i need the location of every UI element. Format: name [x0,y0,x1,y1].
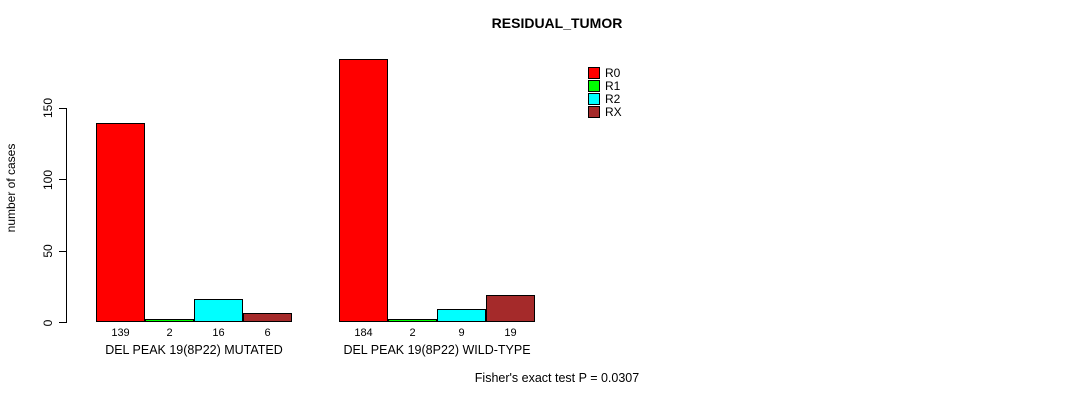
legend-swatch-r2 [588,92,600,105]
y-tick-label: 50 [41,244,55,258]
legend-row-r1: R1 [588,78,622,93]
bar-value-label: 16 [212,327,225,339]
legend-swatch-r0 [588,66,600,79]
bar-value-label: 139 [111,327,130,339]
legend-swatch-rx [588,105,600,118]
bar-r1-group2 [388,319,437,322]
bar-r2-group1 [194,299,243,322]
bar-r1-group1 [145,319,194,322]
legend-label-r0: R0 [605,65,621,80]
bar-value-label: 19 [504,327,517,339]
y-tick-mark [59,322,66,323]
bar-value-label: 184 [354,327,373,339]
category-label: DEL PEAK 19(8P22) MUTATED [105,343,283,357]
legend-row-r0: R0 [588,65,622,80]
category-label: DEL PEAK 19(8P22) WILD-TYPE [343,343,531,357]
legend-row-rx: RX [588,104,622,119]
bar-r0-group1 [96,123,145,322]
y-axis-line [66,107,67,323]
chart-title: RESIDUAL_TUMOR [491,15,623,31]
bar-r0-group2 [339,58,388,322]
legend-label-r1: R1 [605,78,621,93]
bar-r2-group2 [437,309,486,322]
bar-value-label: 2 [409,327,416,339]
legend-label-r2: R2 [605,91,621,106]
legend-row-r2: R2 [588,91,622,106]
y-tick-label: 100 [41,169,55,190]
legend-swatch-r1 [588,79,600,92]
bar-rx-group2 [486,294,535,322]
y-tick-mark [59,250,66,252]
y-tick-label: 0 [41,319,55,326]
y-tick-mark [59,179,66,180]
bar-value-label: 6 [264,327,271,339]
legend-label-rx: RX [605,104,622,119]
bar-rx-group1 [243,313,292,322]
y-tick-mark [59,107,66,109]
legend: R0 R1 R2 RX [588,65,622,119]
bar-value-label: 2 [166,327,173,339]
annotation-fisher-test: Fisher's exact test P = 0.0307 [474,371,640,385]
y-tick-label: 150 [41,97,55,119]
bar-value-label: 9 [458,327,465,339]
